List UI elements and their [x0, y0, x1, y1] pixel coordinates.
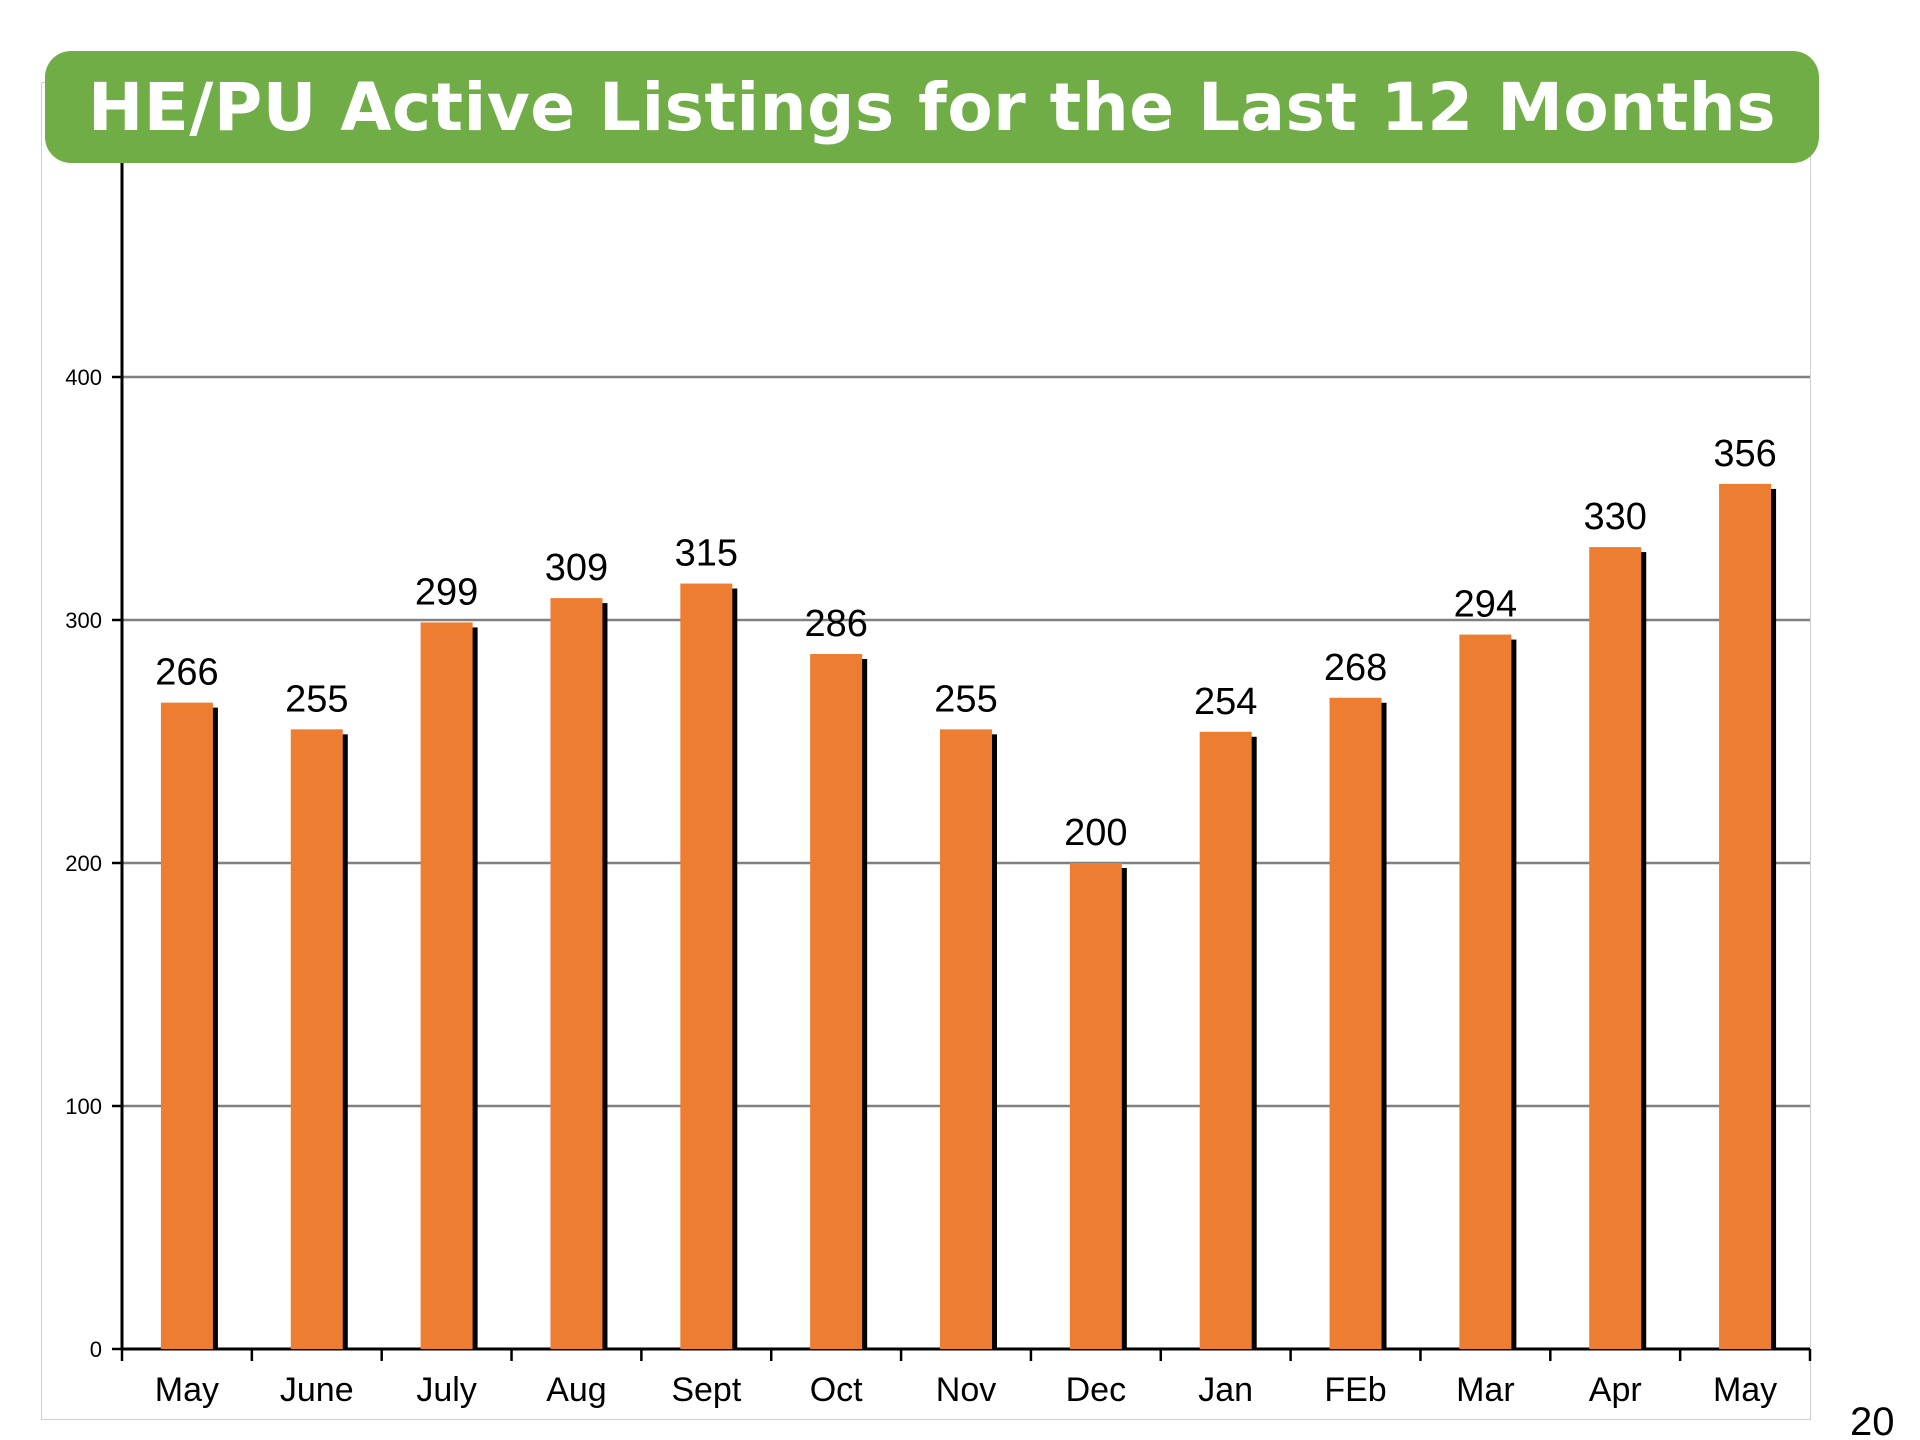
x-tick-label: June	[280, 1371, 354, 1409]
bar-oct-5	[810, 654, 863, 1349]
bar-nov-6	[940, 729, 992, 1349]
bar-mar-10	[1459, 634, 1512, 1349]
data-label: 200	[1064, 812, 1127, 854]
x-tick-label: Aug	[546, 1371, 607, 1409]
chart-title: HE/PU Active Listings for the Last 12 Mo…	[87, 68, 1777, 146]
x-tick-label: FEb	[1324, 1371, 1386, 1409]
data-label: 309	[545, 547, 608, 589]
x-tick-label: Jan	[1198, 1371, 1253, 1409]
bar-may-12	[1719, 483, 1772, 1349]
data-label: 330	[1584, 496, 1647, 538]
bar-apr-11	[1589, 547, 1642, 1349]
x-tick-label: Nov	[936, 1371, 996, 1409]
data-label: 254	[1194, 681, 1257, 723]
x-tick-label: Oct	[810, 1371, 863, 1409]
data-label: 268	[1324, 647, 1387, 689]
x-tick-label: Dec	[1066, 1371, 1126, 1409]
x-tick-label: July	[416, 1371, 476, 1409]
y-tick-label: 400	[65, 365, 102, 390]
x-tick-label: May	[1713, 1371, 1777, 1409]
data-label: 299	[415, 571, 478, 613]
y-tick-label: 100	[65, 1094, 102, 1119]
data-label: 286	[804, 603, 867, 645]
bar-may-0	[160, 702, 213, 1349]
bar-sept-4	[680, 583, 733, 1349]
data-label: 294	[1454, 584, 1517, 626]
data-label: 356	[1713, 433, 1776, 475]
bar-july-2	[420, 622, 473, 1349]
x-tick-label: Mar	[1456, 1371, 1515, 1409]
x-tick-label: Sept	[671, 1371, 741, 1409]
y-tick-label: 200	[65, 851, 102, 876]
y-tick-label: 300	[65, 608, 102, 633]
page-number: 20	[1850, 1400, 1895, 1440]
bar-feb-9	[1329, 697, 1382, 1349]
title-banner: HE/PU Active Listings for the Last 12 Mo…	[45, 51, 1819, 163]
bar-june-1	[290, 729, 343, 1349]
data-label: 266	[155, 652, 218, 694]
x-tick-label: May	[155, 1371, 219, 1409]
data-label: 255	[934, 678, 997, 720]
data-label: 315	[675, 533, 738, 575]
data-label: 255	[285, 678, 348, 720]
bar-jan-8	[1199, 731, 1252, 1349]
x-tick-label: Apr	[1589, 1371, 1642, 1409]
y-tick-label: 0	[90, 1337, 102, 1362]
bar-dec-7	[1069, 863, 1122, 1349]
bar-aug-3	[550, 598, 603, 1349]
